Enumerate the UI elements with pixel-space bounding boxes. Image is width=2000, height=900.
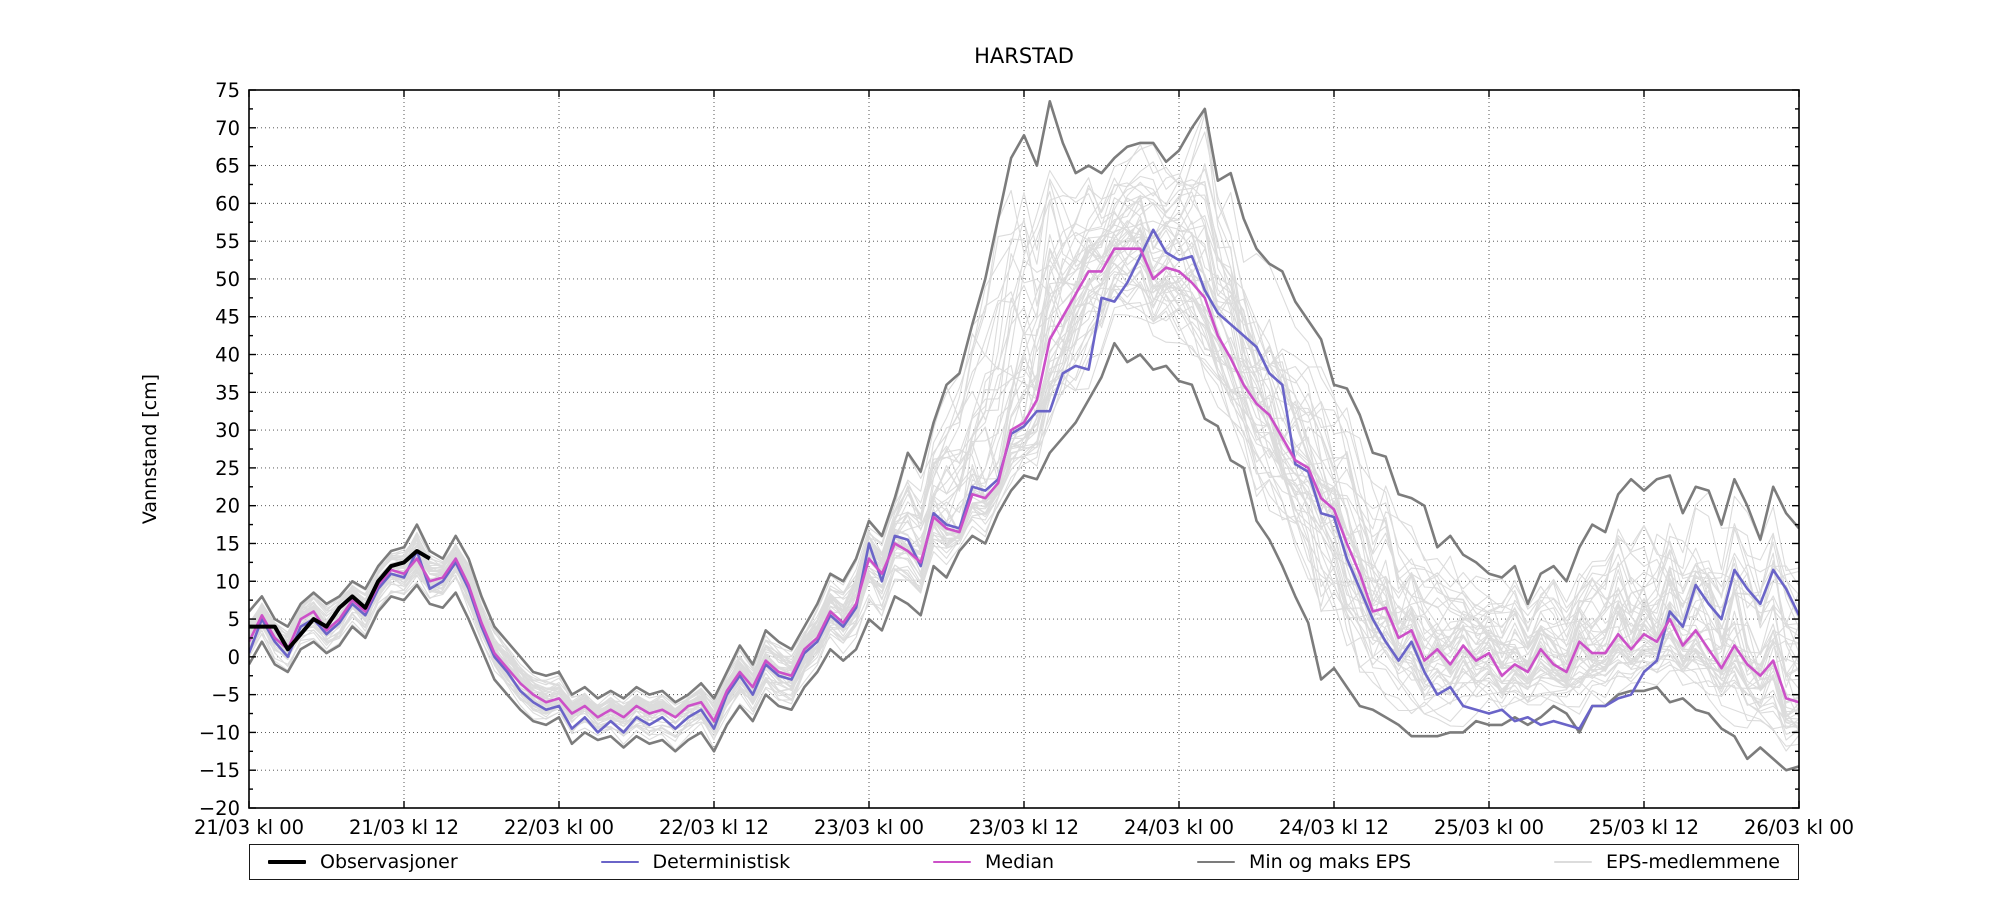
y-tick-label: −20 <box>199 797 240 820</box>
x-tick-label: 21/03 kl 00 <box>194 816 304 839</box>
y-tick-label: 20 <box>215 495 240 518</box>
eps-member-line <box>249 227 1799 731</box>
axis-tick-labels: 21/03 kl 00 21/03 kl 12 22/03 kl 00 22/03 k… <box>194 79 1854 839</box>
observations-line <box>249 549 431 652</box>
y-tick-label: 65 <box>215 155 240 178</box>
y-tick-label: 70 <box>215 117 240 140</box>
eps-member-line <box>249 230 1799 714</box>
x-tick-label: 25/03 kl 00 <box>1434 816 1544 839</box>
grid <box>248 89 1800 809</box>
x-tick-label: 21/03 kl 12 <box>349 816 459 839</box>
deterministic-line-icon <box>600 860 639 864</box>
legend-label: Deterministisk <box>652 851 791 873</box>
min-eps-line <box>249 341 1799 772</box>
median-line <box>249 247 1799 723</box>
x-tick-label: 23/03 kl 12 <box>969 816 1079 839</box>
legend-label: Observasjoner <box>320 851 458 873</box>
plot-frame <box>248 89 1800 809</box>
y-tick-label: 60 <box>215 192 240 215</box>
y-tick-label: 15 <box>215 532 240 555</box>
legend: Observasjoner Deterministisk Median Min … <box>249 844 1799 880</box>
page-title: HARSTAD <box>974 44 1074 68</box>
x-tick-label: 26/03 kl 00 <box>1744 816 1854 839</box>
y-tick-label: 35 <box>215 381 240 404</box>
y-tick-label: 30 <box>215 419 240 442</box>
y-tick-label: 50 <box>215 268 240 291</box>
y-tick-label: 75 <box>215 79 240 102</box>
axis-ticks <box>248 89 1800 809</box>
median-line-icon <box>932 860 971 864</box>
y-tick-label: 55 <box>215 230 240 253</box>
eps-member-line <box>249 236 1799 752</box>
eps-members-line-icon <box>1553 861 1592 863</box>
y-tick-label: −10 <box>199 721 240 744</box>
maks-eps-line <box>249 100 1799 704</box>
legend-item-min-maks-eps: Min og maks EPS <box>1196 851 1412 873</box>
legend-label: EPS-medlemmene <box>1605 851 1780 873</box>
eps-member-line <box>249 248 1799 726</box>
deterministic-line <box>249 228 1799 734</box>
x-tick-label: 22/03 kl 12 <box>659 816 769 839</box>
eps-member-line <box>249 173 1799 715</box>
x-tick-label: 24/03 kl 12 <box>1279 816 1389 839</box>
x-tick-label: 23/03 kl 00 <box>814 816 924 839</box>
y-tick-label: −15 <box>199 759 240 782</box>
y-tick-label: 10 <box>215 570 240 593</box>
y-tick-label: −5 <box>211 684 240 707</box>
y-tick-label: 40 <box>215 344 240 367</box>
series-lines <box>249 100 1799 772</box>
y-tick-label: 5 <box>228 608 240 631</box>
eps-member-line <box>249 143 1799 715</box>
x-tick-label: 25/03 kl 12 <box>1589 816 1699 839</box>
minmax-eps-line-icon <box>1196 860 1235 864</box>
y-tick-label: 45 <box>215 306 240 329</box>
eps-member-line <box>249 307 1799 741</box>
x-tick-label: 22/03 kl 00 <box>504 816 614 839</box>
legend-item-deterministisk: Deterministisk <box>600 851 791 873</box>
y-axis-title: Vannstand [cm] <box>139 373 161 525</box>
legend-item-eps-medlemmene: EPS-medlemmene <box>1553 851 1780 873</box>
observations-line-icon <box>268 860 306 864</box>
legend-item-median: Median <box>932 851 1055 873</box>
y-tick-label: 25 <box>215 457 240 480</box>
legend-label: Median <box>984 851 1055 873</box>
eps-member-line <box>249 269 1799 728</box>
eps-member-line <box>249 230 1799 715</box>
legend-item-observasjoner: Observasjoner <box>268 851 458 873</box>
y-tick-label: 0 <box>228 646 240 669</box>
legend-label: Min og maks EPS <box>1248 851 1412 873</box>
x-tick-label: 24/03 kl 00 <box>1124 816 1234 839</box>
